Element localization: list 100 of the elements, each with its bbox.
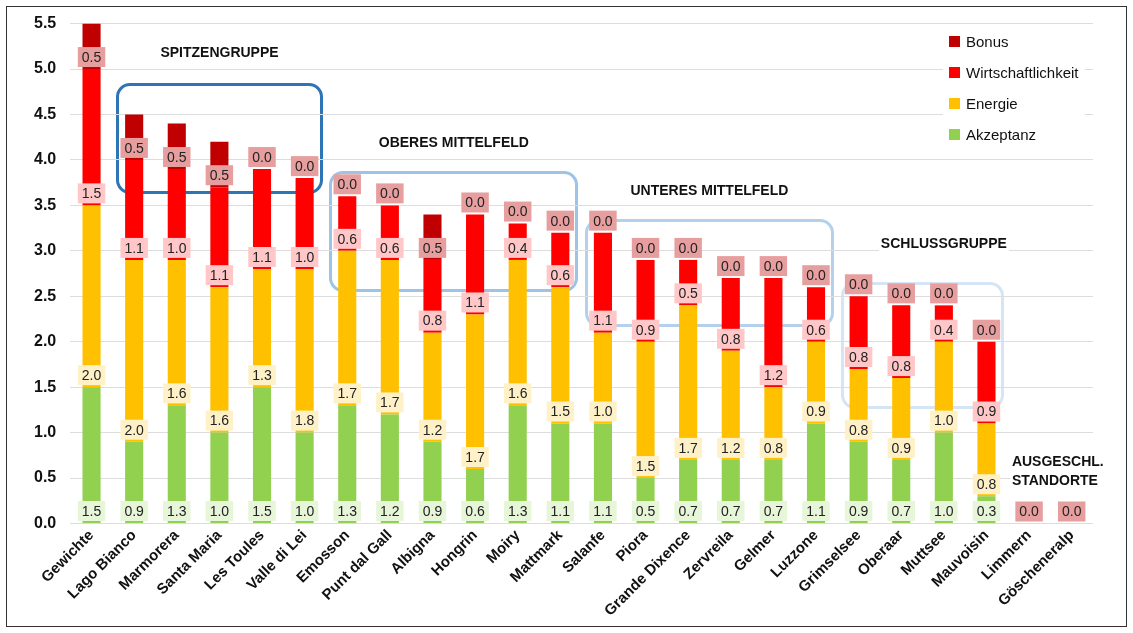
data-label: 1.7 [380, 394, 400, 411]
data-label: 0.5 [678, 285, 699, 302]
y-tick-label: 1.5 [33, 377, 57, 395]
data-label: 0.9 [422, 502, 443, 519]
data-label: 0.0 [848, 276, 869, 293]
data-label: 1.0 [294, 248, 315, 265]
data-label: 1.6 [507, 385, 528, 402]
data-label: 0.6 [550, 267, 571, 284]
data-label: 0.0 [465, 194, 486, 211]
data-label: 1.7 [337, 385, 358, 402]
data-label: 1.0 [934, 502, 954, 519]
data-label: 0.5 [209, 167, 230, 184]
annotation: OBERES MITTELFELD [376, 133, 531, 150]
data-label: 1.2 [422, 421, 443, 438]
data-label: 0.7 [763, 502, 784, 519]
data-label: 0.9 [891, 439, 912, 456]
data-label: 1.1 [806, 502, 826, 519]
data-label: 0.0 [252, 148, 272, 165]
data-label: 1.5 [252, 502, 272, 519]
data-label: 0.5 [422, 239, 443, 256]
data-label: 0.5 [167, 148, 187, 165]
data-label: 0.9 [976, 403, 997, 420]
data-label: 0.8 [848, 421, 869, 438]
data-label: 0.0 [1019, 503, 1040, 520]
data-label: 0.5 [81, 48, 102, 65]
legend-label: Wirtschaftlichkeit [966, 63, 1079, 81]
data-label: 0.0 [891, 285, 912, 302]
data-label: 0.8 [976, 476, 997, 493]
data-label: 2.0 [81, 367, 102, 384]
data-label: 0.6 [806, 321, 826, 338]
data-label: 1.3 [167, 502, 187, 519]
data-label: 0.8 [422, 312, 443, 329]
data-label: 2.0 [124, 421, 145, 438]
data-label: 1.5 [81, 502, 102, 519]
y-tick-label: 2.5 [33, 286, 57, 304]
data-label: 0.0 [337, 176, 358, 193]
legend-label: Bonus [966, 32, 1009, 50]
data-label: 0.5 [635, 502, 656, 519]
data-label: 0.8 [721, 330, 741, 347]
annotation: AUSGESCHL. STANDORTE [1009, 451, 1104, 490]
data-label: 0.9 [635, 321, 656, 338]
data-label: 1.0 [167, 239, 187, 256]
y-tick-label: 0.0 [33, 513, 57, 531]
data-label: 1.1 [252, 248, 272, 265]
data-label: 0.4 [934, 321, 954, 338]
data-label: 0.7 [678, 502, 699, 519]
data-label: 1.6 [167, 385, 187, 402]
y-tick-label: 2.0 [33, 332, 57, 350]
data-label: 0.3 [976, 502, 997, 519]
data-label: 0.0 [1061, 503, 1082, 520]
data-label: 0.0 [678, 239, 699, 256]
data-label: 0.8 [763, 439, 784, 456]
data-label: 0.0 [593, 212, 613, 229]
data-label: 0.5 [124, 139, 145, 156]
annotation: UNTERES MITTELFELD [628, 181, 791, 198]
data-label: 1.1 [465, 294, 486, 311]
data-label: 1.6 [209, 412, 230, 429]
data-label: 1.5 [81, 185, 102, 202]
annotation: SPITZENGRUPPE [158, 43, 281, 60]
data-label: 1.1 [124, 239, 145, 256]
y-tick-label: 5.0 [33, 59, 57, 77]
data-label: 1.0 [593, 403, 613, 420]
y-tick-label: 1.0 [33, 423, 57, 441]
data-label: 1.2 [763, 367, 784, 384]
data-label: 1.1 [593, 502, 613, 519]
annotation: SCHLUSSGRUPPE [878, 234, 1009, 251]
data-label: 1.2 [721, 439, 741, 456]
data-label: 1.3 [337, 502, 358, 519]
data-label: 0.9 [848, 502, 869, 519]
data-label: 0.9 [124, 502, 145, 519]
y-tick-label: 4.0 [33, 150, 57, 168]
y-tick-label: 4.5 [33, 104, 57, 122]
data-label: 1.0 [934, 412, 954, 429]
data-label: 1.5 [550, 403, 571, 420]
data-label: 1.0 [294, 502, 315, 519]
data-label: 0.6 [380, 239, 400, 256]
data-label: 1.7 [678, 439, 699, 456]
y-tick-label: 3.0 [33, 241, 57, 259]
data-label: 0.0 [976, 321, 997, 338]
data-label: 0.0 [721, 257, 741, 274]
data-label: 0.8 [848, 348, 869, 365]
data-label: 1.3 [252, 367, 272, 384]
data-label: 0.6 [465, 502, 486, 519]
y-tick-label: 0.5 [33, 468, 57, 486]
data-label: 0.7 [891, 502, 912, 519]
data-label: 0.6 [337, 230, 358, 247]
data-label: 0.0 [380, 185, 400, 202]
data-label: 1.1 [209, 267, 230, 284]
data-label: 0.0 [550, 212, 571, 229]
y-tick-label: 5.5 [33, 14, 57, 32]
data-label: 0.0 [294, 157, 315, 174]
data-label: 0.0 [763, 257, 784, 274]
data-label: 1.0 [209, 502, 230, 519]
data-label: 0.0 [507, 203, 528, 220]
data-label: 0.9 [806, 403, 826, 420]
data-label: 0.8 [891, 357, 912, 374]
data-label: 1.8 [294, 412, 315, 429]
data-label: 0.0 [635, 239, 656, 256]
data-label: 1.5 [635, 457, 656, 474]
data-label: 1.2 [380, 502, 400, 519]
